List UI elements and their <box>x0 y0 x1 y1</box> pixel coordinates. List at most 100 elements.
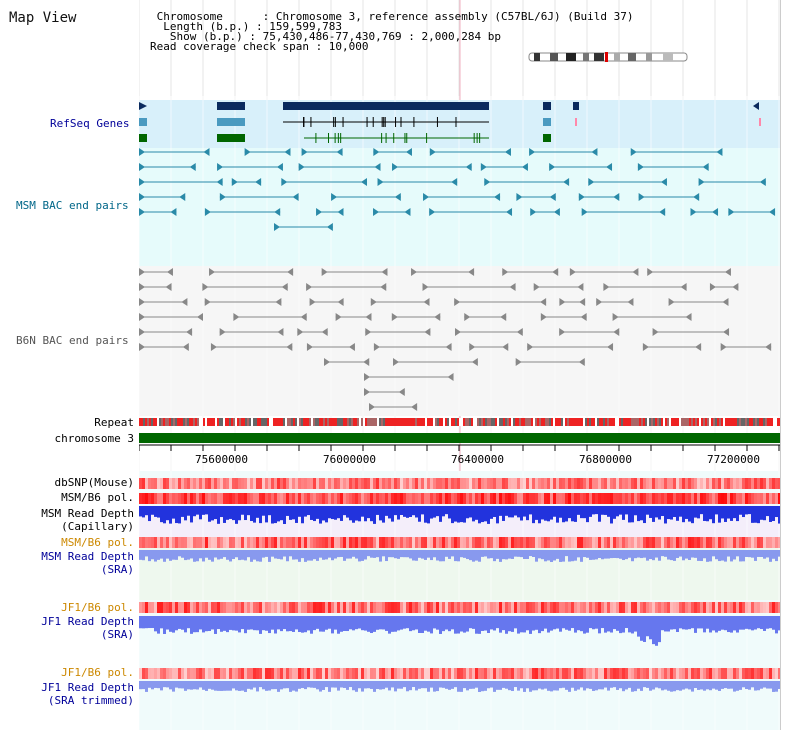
repeat-segment <box>237 418 239 426</box>
heat-cell <box>649 602 652 613</box>
depth-bar <box>523 616 526 633</box>
heat-cell <box>346 537 349 548</box>
heat-cell <box>430 537 433 548</box>
depth-bar <box>469 550 472 561</box>
heat-cell <box>301 537 304 548</box>
depth-bar <box>334 506 337 520</box>
heat-cell <box>310 668 313 679</box>
heat-cell <box>628 668 631 679</box>
depth-bar <box>499 681 502 690</box>
msm-bac-pair-end <box>336 148 343 156</box>
heat-cell <box>694 493 697 504</box>
track-label-msm-bac[interactable]: MSM BAC end pairs <box>16 199 129 212</box>
repeat-segment <box>201 418 203 426</box>
heat-cell <box>454 668 457 679</box>
depth-bar <box>520 681 523 689</box>
repeat-segment <box>733 418 735 426</box>
track-label-dbsnp: dbSNP(Mouse) <box>54 476 134 489</box>
depth-bar <box>244 550 247 561</box>
depth-bar <box>568 506 571 519</box>
depth-bar <box>541 616 544 632</box>
heat-cell <box>451 493 454 504</box>
heat-cell <box>748 537 751 548</box>
depth-bar <box>409 681 412 691</box>
heat-cell <box>712 493 715 504</box>
heat-cell <box>271 537 274 548</box>
depth-bar <box>709 681 712 691</box>
repeat-segment <box>373 418 375 426</box>
chromosome-ideogram[interactable] <box>528 52 690 64</box>
heat-cell <box>172 602 175 613</box>
heat-cell <box>334 493 337 504</box>
depth-bar <box>433 550 436 558</box>
repeat-segment <box>739 418 741 426</box>
heat-cell <box>484 537 487 548</box>
depth-bar <box>688 506 691 522</box>
heat-cell <box>391 478 394 489</box>
heat-cell <box>568 537 571 548</box>
depth-bar <box>217 616 220 630</box>
depth-bar <box>355 506 358 521</box>
heat-cell <box>223 668 226 679</box>
depth-bar <box>562 681 565 688</box>
depth-bar <box>619 681 622 689</box>
depth-bar <box>634 616 637 632</box>
repeat-segment <box>513 418 515 426</box>
repeat-segment <box>601 418 603 426</box>
heat-cell <box>355 478 358 489</box>
genome-browser-canvas[interactable] <box>139 96 780 730</box>
track-label-refseq[interactable]: RefSeq Genes <box>50 117 130 130</box>
heat-cell <box>208 537 211 548</box>
heat-cell <box>139 493 142 504</box>
depth-bar <box>610 550 613 559</box>
heat-cell <box>223 537 226 548</box>
heat-cell <box>310 602 313 613</box>
repeat-segment <box>449 418 451 426</box>
heat-cell <box>295 668 298 679</box>
depth-bar <box>427 616 430 632</box>
depth-bar <box>265 506 268 523</box>
heat-cell <box>373 537 376 548</box>
depth-bar <box>265 681 268 691</box>
heat-cell <box>466 537 469 548</box>
depth-bar <box>241 506 244 515</box>
depth-bar <box>754 681 757 691</box>
heat-cell <box>238 537 241 548</box>
heat-cell <box>568 493 571 504</box>
repeat-segment <box>645 418 647 426</box>
heat-cell <box>757 668 760 679</box>
heat-cell <box>598 668 601 679</box>
heat-cell <box>229 668 232 679</box>
repeat-segment <box>567 418 569 426</box>
heat-cell <box>511 537 514 548</box>
depth-bar <box>667 616 670 632</box>
repeat-segment <box>551 418 553 426</box>
depth-bar <box>685 681 688 689</box>
heat-cell <box>325 668 328 679</box>
depth-bar <box>388 616 391 634</box>
msm-bac-pair-end <box>326 223 333 231</box>
heat-cell <box>730 602 733 613</box>
heat-cell <box>649 493 652 504</box>
repeat-segment <box>537 418 539 426</box>
track-label-b6n-bac[interactable]: B6N BAC end pairs <box>16 334 129 347</box>
depth-bar <box>295 506 298 523</box>
depth-bar <box>559 681 562 689</box>
depth-bar <box>160 506 163 523</box>
heat-cell <box>307 602 310 613</box>
heat-cell <box>151 537 154 548</box>
vertical-scrollbar[interactable] <box>780 0 800 730</box>
depth-bar <box>403 681 406 688</box>
heat-cell <box>649 537 652 548</box>
depth-bar <box>430 681 433 688</box>
heat-cell <box>724 478 727 489</box>
repeat-segment <box>531 418 533 426</box>
heat-cell <box>310 493 313 504</box>
heat-cell <box>364 478 367 489</box>
b6n-bac-pair-end <box>181 298 188 306</box>
repeat-segment <box>747 418 749 426</box>
heat-cell <box>556 602 559 613</box>
heat-cell <box>160 668 163 679</box>
repeat-segment <box>629 418 631 426</box>
heat-cell <box>538 668 541 679</box>
